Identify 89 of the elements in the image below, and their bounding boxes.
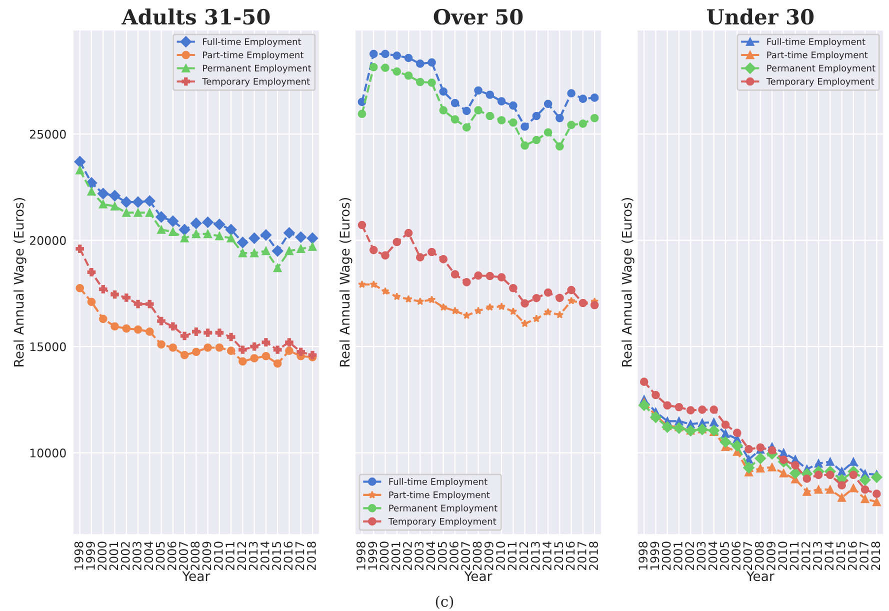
x-axis-title: Year — [182, 571, 210, 582]
x-tick-label: 2013 — [530, 542, 540, 570]
y-tick-label: 10000 — [30, 448, 66, 458]
x-tick-label: 2005 — [438, 542, 447, 570]
x-tick-label: 2016 — [284, 542, 293, 570]
x-tick-label: 2012 — [237, 542, 246, 570]
x-tick-label: 2011 — [790, 542, 799, 570]
x-tick-label: 2015 — [554, 542, 564, 570]
x-tick-label: 2011 — [226, 542, 234, 570]
y-axis-title: Real Annual Wage (Euros) — [622, 198, 634, 366]
x-tick-label: 2013 — [813, 542, 822, 570]
x-tick-label: 2014 — [824, 542, 834, 570]
x-tick-label: 1998 — [356, 542, 366, 570]
x-tick-label: 2006 — [450, 542, 458, 570]
x-tick-label: 2017 — [860, 542, 868, 570]
y-tick-label: 20000 — [30, 236, 66, 245]
x-tick-label: 2014 — [542, 542, 552, 570]
x-tick-label: 2010 — [214, 542, 223, 570]
x-tick-label: 2004 — [708, 542, 718, 570]
x-tick-label: 2006 — [732, 542, 741, 570]
x-tick-label: 2017 — [295, 542, 304, 570]
y-tick-label: 25000 — [30, 130, 66, 139]
x-tick-label: 2014 — [260, 542, 270, 570]
legend-label: Part-time Employment — [389, 491, 490, 500]
x-tick-label: 2001 — [391, 542, 400, 570]
x-tick-label: 2002 — [403, 542, 412, 570]
x-tick-label: 2000 — [380, 542, 389, 570]
legend-label: Permanent Employment — [389, 504, 498, 514]
x-tick-label: 2005 — [156, 542, 165, 570]
x-tick-label: 2001 — [109, 542, 118, 570]
x-tick-label: 2018 — [871, 542, 880, 570]
x-tick-label: 2002 — [120, 542, 130, 570]
x-tick-label: 2016 — [566, 542, 575, 570]
x-tick-label: 2018 — [306, 542, 316, 570]
x-axis-title: Year — [464, 571, 492, 582]
x-tick-label: 2009 — [766, 542, 776, 570]
x-tick-label: 2012 — [801, 542, 810, 570]
x-tick-label: 2008 — [754, 542, 764, 570]
x-tick-label: 2013 — [248, 542, 258, 570]
x-tick-label: 2010 — [496, 542, 505, 570]
x-tick-label: 2007 — [461, 542, 470, 570]
x-tick-label: 2005 — [720, 542, 729, 570]
chart-title: Adults 31-50 — [122, 8, 270, 25]
y-axis-title: Real Annual Wage (Euros) — [339, 198, 352, 366]
x-tick-label: 1998 — [638, 542, 648, 570]
x-tick-label: 2015 — [272, 542, 282, 570]
x-tick-label: 2007 — [179, 542, 188, 570]
chart-title: Over 50 — [434, 8, 523, 25]
y-axis-title: Real Annual Wage (Euros) — [14, 198, 26, 366]
legend-label: Permanent Employment — [203, 64, 312, 74]
x-tick-label: 2007 — [743, 542, 752, 570]
x-tick-label: 2004 — [144, 542, 154, 570]
x-tick-label: 2006 — [167, 542, 176, 570]
x-tick-label: 2016 — [848, 542, 857, 570]
x-tick-label: 2003 — [696, 542, 706, 570]
x-tick-label: 2008 — [472, 542, 482, 570]
x-tick-label: 2018 — [589, 542, 598, 570]
y-tick-label: 15000 — [30, 342, 66, 352]
legend-label: Part-time Employment — [203, 51, 304, 60]
x-tick-label: 2015 — [836, 542, 846, 570]
legend-label: Part-time Employment — [767, 51, 868, 60]
x-tick-label: 2009 — [202, 542, 212, 570]
x-tick-label: 2004 — [426, 542, 436, 570]
chart-title: Under 30 — [706, 8, 814, 25]
x-axis-title: Year — [746, 571, 774, 582]
legend-label: Temporary Employment — [766, 78, 874, 87]
x-tick-label: 2008 — [190, 542, 200, 570]
x-tick-label: 2010 — [778, 542, 788, 570]
legend-label: Temporary Employment — [388, 518, 496, 526]
text: (c) — [436, 596, 454, 610]
x-tick-label: 2003 — [132, 542, 142, 570]
legend-label: Full-time Employment — [767, 38, 866, 47]
x-tick-label: 2011 — [508, 542, 517, 570]
x-tick-label: 1999 — [86, 542, 95, 570]
x-tick-label: 2001 — [673, 542, 682, 570]
legend-label: Temporary Employment — [202, 78, 310, 87]
x-tick-label: 2002 — [685, 542, 694, 570]
x-tick-label: 1998 — [74, 542, 84, 570]
x-tick-label: 2017 — [577, 542, 586, 570]
x-tick-label: 2000 — [98, 542, 107, 570]
x-tick-label: 1999 — [650, 542, 660, 570]
legend-label: Permanent Employment — [767, 64, 876, 74]
x-tick-label: 2000 — [662, 542, 671, 570]
x-tick-label: 2003 — [414, 542, 424, 570]
x-tick-label: 2012 — [519, 542, 528, 570]
legend-label: Full-time Employment — [203, 38, 302, 47]
x-tick-label: 1999 — [368, 542, 378, 570]
x-tick-label: 2009 — [484, 542, 494, 570]
legend-label: Full-time Employment — [389, 478, 488, 487]
